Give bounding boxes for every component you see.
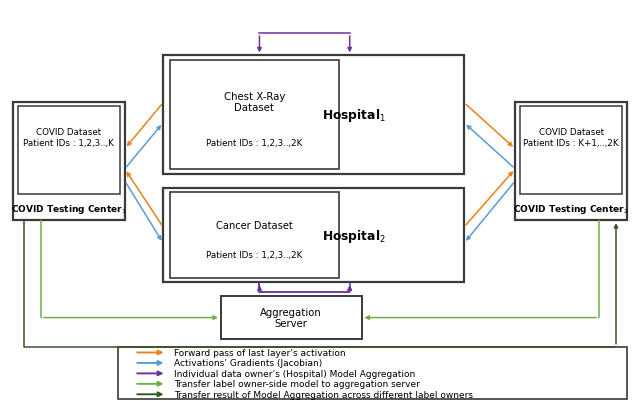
Text: Cancer Dataset: Cancer Dataset <box>216 221 293 230</box>
Text: Aggregation
Server: Aggregation Server <box>260 307 322 328</box>
Text: Hospital$_1$: Hospital$_1$ <box>322 107 386 124</box>
FancyBboxPatch shape <box>515 102 627 221</box>
Text: Chest X-Ray
Dataset: Chest X-Ray Dataset <box>224 91 285 113</box>
Text: Activations’ Gradients (Jacobian): Activations’ Gradients (Jacobian) <box>174 358 323 367</box>
Text: COVID Dataset
Patient IDs : 1,2,3..,K: COVID Dataset Patient IDs : 1,2,3..,K <box>24 128 114 148</box>
Text: Patient IDs : 1,2,3..,2K: Patient IDs : 1,2,3..,2K <box>206 138 303 147</box>
FancyBboxPatch shape <box>170 61 339 170</box>
Text: Transfer result of Model Aggregation across different label owners: Transfer result of Model Aggregation acr… <box>174 390 473 399</box>
FancyBboxPatch shape <box>163 56 464 174</box>
Text: Individual data owner’s (Hospital) Model Aggregation: Individual data owner’s (Hospital) Model… <box>174 369 415 378</box>
Text: COVID Testing Center$_1$: COVID Testing Center$_1$ <box>11 202 127 215</box>
Text: COVID Dataset
Patient IDs : K+1,..,2K: COVID Dataset Patient IDs : K+1,..,2K <box>524 128 619 148</box>
Text: Hospital$_2$: Hospital$_2$ <box>322 227 386 244</box>
FancyBboxPatch shape <box>18 106 120 194</box>
Text: Patient IDs : 1,2,3..,2K: Patient IDs : 1,2,3..,2K <box>206 250 303 259</box>
FancyBboxPatch shape <box>221 297 362 339</box>
FancyBboxPatch shape <box>520 106 622 194</box>
Text: COVID Testing Center$_2$: COVID Testing Center$_2$ <box>513 202 629 215</box>
FancyBboxPatch shape <box>13 102 125 221</box>
FancyBboxPatch shape <box>163 188 464 283</box>
FancyBboxPatch shape <box>170 193 339 278</box>
FancyBboxPatch shape <box>118 347 627 399</box>
Text: Forward pass of last layer’s activation: Forward pass of last layer’s activation <box>174 348 346 357</box>
Text: Transfer label owner-side model to aggregation server: Transfer label owner-side model to aggre… <box>174 379 420 388</box>
